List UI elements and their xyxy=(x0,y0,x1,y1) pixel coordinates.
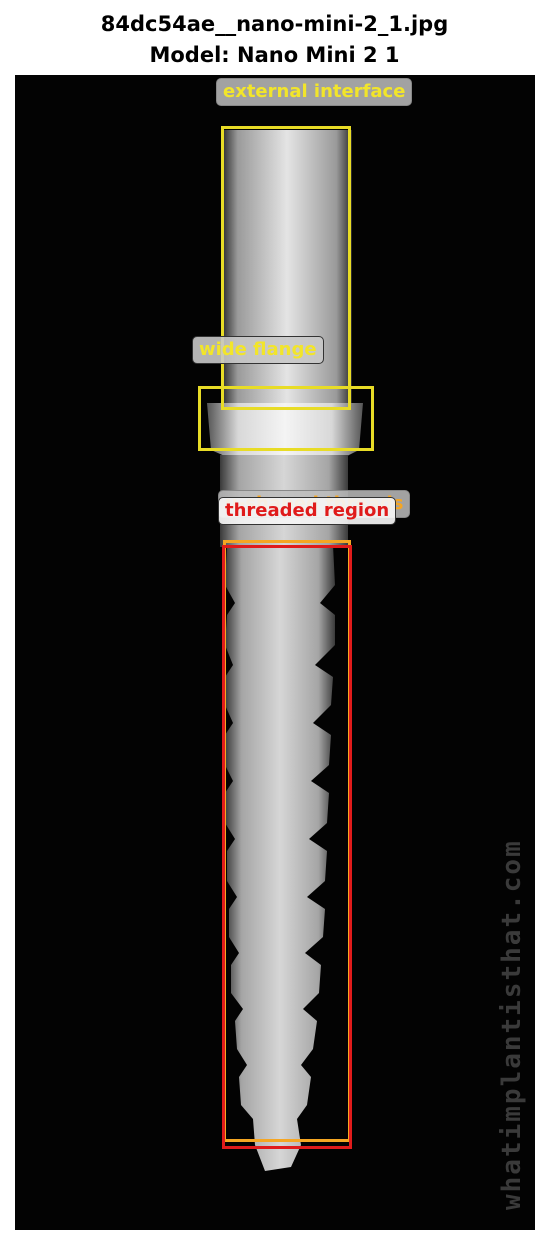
wide-flange-box xyxy=(198,386,374,451)
implant-xray-image: external interface wide flange u-shaped … xyxy=(15,75,535,1230)
external-interface-label: external interface xyxy=(216,78,413,106)
model-name-title: Model: Nano Mini 2 1 xyxy=(149,43,400,67)
watermark-text: whatimplantisthat.com xyxy=(497,839,527,1210)
external-interface-box xyxy=(221,126,351,410)
threaded-region-box xyxy=(222,545,352,1149)
image-filename-title: 84dc54ae__nano-mini-2_1.jpg xyxy=(100,12,449,36)
wide-flange-label: wide flange xyxy=(192,336,324,364)
threaded-region-label: threaded region xyxy=(218,497,397,525)
